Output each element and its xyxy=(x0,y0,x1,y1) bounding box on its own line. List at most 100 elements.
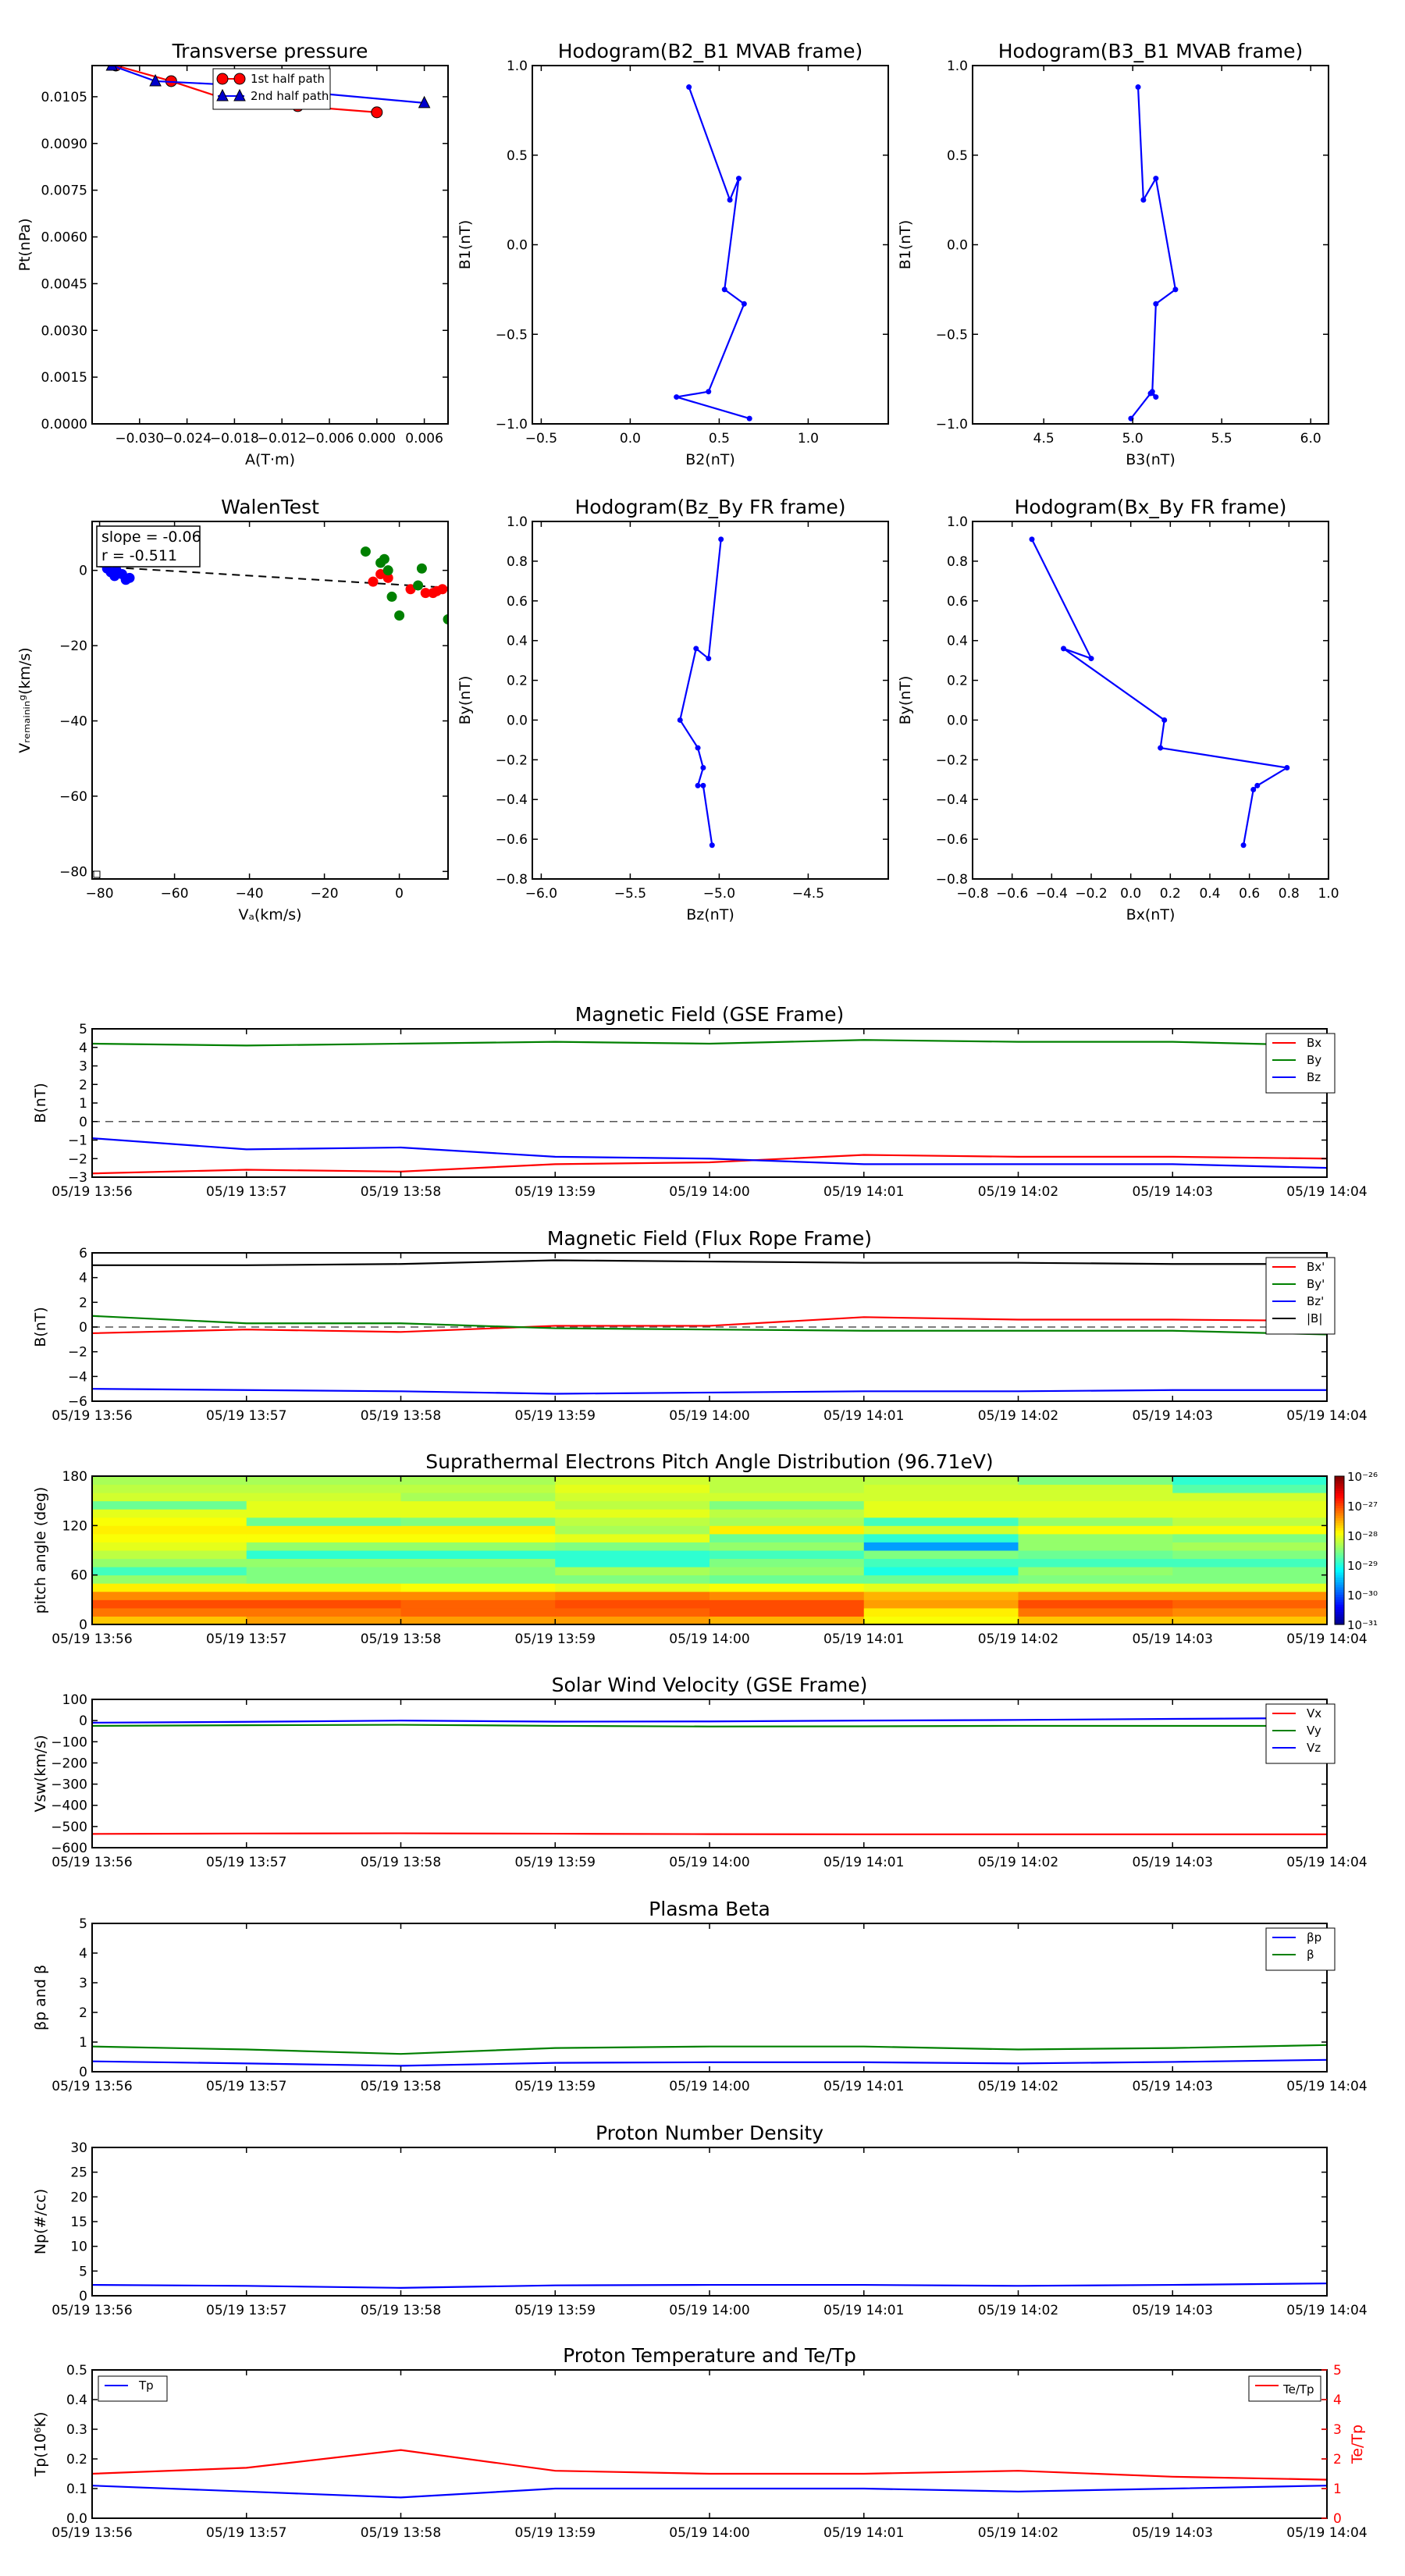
colorbar-segment xyxy=(1335,1508,1344,1511)
legend-label: Bx xyxy=(1307,1036,1321,1050)
chart-mag_fr: Magnetic Field (Flux Rope Frame) 05/19 13… xyxy=(32,1227,1368,1424)
x-tick-label: 05/19 14:03 xyxy=(1133,2525,1213,2541)
heatmap-cell xyxy=(863,1542,1019,1551)
colorbar-segment xyxy=(1335,1619,1344,1623)
y-tick-label: 2 xyxy=(79,2005,87,2021)
y-right-tick-label: 0 xyxy=(1333,2511,1342,2527)
x-tick-label: 0.5 xyxy=(709,431,730,447)
x-tick-label: 05/19 13:59 xyxy=(515,2525,596,2541)
legend-label: Tp xyxy=(138,2379,154,2393)
y-tick-label: 0.4 xyxy=(947,634,968,649)
data-point xyxy=(721,286,727,293)
y-right-axis-label: Te/Tp xyxy=(1349,2425,1366,2464)
heatmap-cell xyxy=(555,1550,710,1560)
axes-frame xyxy=(91,2147,1328,2297)
x-tick-label: 05/19 14:00 xyxy=(669,1184,749,1200)
heatmap-cell xyxy=(246,1574,401,1584)
heatmap-cell xyxy=(863,1517,1019,1526)
heatmap-cell xyxy=(246,1525,401,1535)
x-tick-label: −0.2 xyxy=(1075,886,1107,902)
y-tick-label: 0.0000 xyxy=(41,417,87,432)
heatmap-cell xyxy=(92,1533,247,1542)
y-tick-label: −0.6 xyxy=(496,832,528,848)
data-point xyxy=(1029,536,1035,543)
data-point xyxy=(706,389,712,395)
heatmap-cell xyxy=(555,1591,710,1600)
series-line-Bz xyxy=(92,1137,1327,1169)
colorbar-segment xyxy=(1335,1513,1344,1517)
heatmap-cell xyxy=(400,1599,556,1609)
y-axis-label: B(nT) xyxy=(32,1307,49,1347)
y-right-tick-label: 3 xyxy=(1333,2422,1342,2438)
colorbar-segment xyxy=(1335,1604,1344,1608)
data-point xyxy=(371,106,383,119)
heatmap-cell xyxy=(92,1599,247,1609)
x-tick-label: −0.006 xyxy=(305,431,354,447)
colorbar-tick-label: 10⁻³¹ xyxy=(1347,1618,1378,1632)
heatmap-cell xyxy=(555,1517,710,1526)
x-tick-label: 05/19 14:04 xyxy=(1286,2525,1367,2541)
chart-hodogram_b2_b1: Hodogram(B2_B1 MVAB frame) −0.5 0.0 0.5 1.0 −… xyxy=(457,40,889,468)
heatmap-cell xyxy=(400,1558,556,1567)
x-tick-label: 05/19 13:57 xyxy=(206,1184,286,1200)
plot-area xyxy=(1128,84,1179,422)
data-point xyxy=(1254,782,1261,788)
heatmap-cell xyxy=(400,1542,556,1551)
colorbar-segment xyxy=(1335,1606,1344,1610)
colorbar-segment xyxy=(1335,1478,1344,1482)
colorbar-segment xyxy=(1335,1483,1344,1487)
y-tick-label: 0.2 xyxy=(507,674,528,689)
x-tick-label: 05/19 13:56 xyxy=(52,1408,132,1424)
x-tick-label: 05/19 14:03 xyxy=(1133,1631,1213,1647)
heatmap-cell xyxy=(1172,1616,1328,1625)
x-tick-label: −0.018 xyxy=(210,431,259,447)
heatmap-cell xyxy=(1172,1484,1328,1493)
colorbar-segment xyxy=(1335,1523,1344,1526)
y-tick-label: 0.5 xyxy=(66,2363,87,2379)
heatmap-cell xyxy=(555,1607,710,1617)
x-tick-label: −60 xyxy=(161,886,189,902)
x-tick-label: 05/19 13:58 xyxy=(361,2525,441,2541)
chart-title: Transverse pressure xyxy=(172,40,368,62)
data-point xyxy=(1153,301,1159,307)
heatmap-cell xyxy=(400,1607,556,1617)
y-tick-label: 0 xyxy=(79,2065,87,2080)
y-tick-label: 10 xyxy=(70,2240,87,2255)
series-line-By' xyxy=(92,1315,1327,1336)
data-point xyxy=(216,73,229,85)
y-tick-label: 4 xyxy=(79,1271,87,1286)
colorbar-segment xyxy=(1335,1580,1344,1583)
y-tick-label: −2 xyxy=(68,1345,87,1361)
y-tick-label: 1 xyxy=(79,1096,87,1112)
colorbar-segment xyxy=(1335,1617,1344,1621)
y-tick-label: 120 xyxy=(62,1518,87,1534)
heatmap-cell xyxy=(1018,1542,1173,1551)
heatmap-cell xyxy=(710,1533,865,1542)
heatmap-cell xyxy=(400,1533,556,1542)
x-tick-label: 05/19 13:59 xyxy=(515,1184,596,1200)
data-point xyxy=(686,84,692,91)
heatmap-cell xyxy=(1018,1550,1173,1560)
chart-title: WalenTest xyxy=(221,496,319,518)
chart-title: Proton Number Density xyxy=(596,2122,823,2144)
data-point xyxy=(1161,717,1168,723)
heatmap-cell xyxy=(863,1558,1019,1567)
chart-sw_velocity: Solar Wind Velocity (GSE Frame) 05/19 13:… xyxy=(32,1674,1368,1870)
colorbar-segment xyxy=(1335,1592,1344,1596)
y-tick-label: 0 xyxy=(79,1320,87,1336)
data-point xyxy=(437,584,448,595)
x-tick-label: 05/19 14:04 xyxy=(1286,1408,1367,1424)
y-tick-label: −0.5 xyxy=(496,327,528,343)
heatmap-cell xyxy=(710,1476,865,1485)
heatmap-cell xyxy=(92,1525,247,1535)
x-tick-label: 05/19 14:01 xyxy=(823,2079,904,2094)
annotation-box xyxy=(96,525,201,568)
series-line-βp xyxy=(92,2058,1327,2067)
colorbar-frame xyxy=(1334,1475,1345,1625)
heatmap-cell xyxy=(92,1558,247,1567)
axes-frame xyxy=(91,521,449,880)
heatmap-cell xyxy=(710,1517,865,1526)
heatmap-cell xyxy=(92,1500,247,1510)
heatmap-cell xyxy=(246,1533,401,1542)
colorbar-segment xyxy=(1335,1553,1344,1556)
